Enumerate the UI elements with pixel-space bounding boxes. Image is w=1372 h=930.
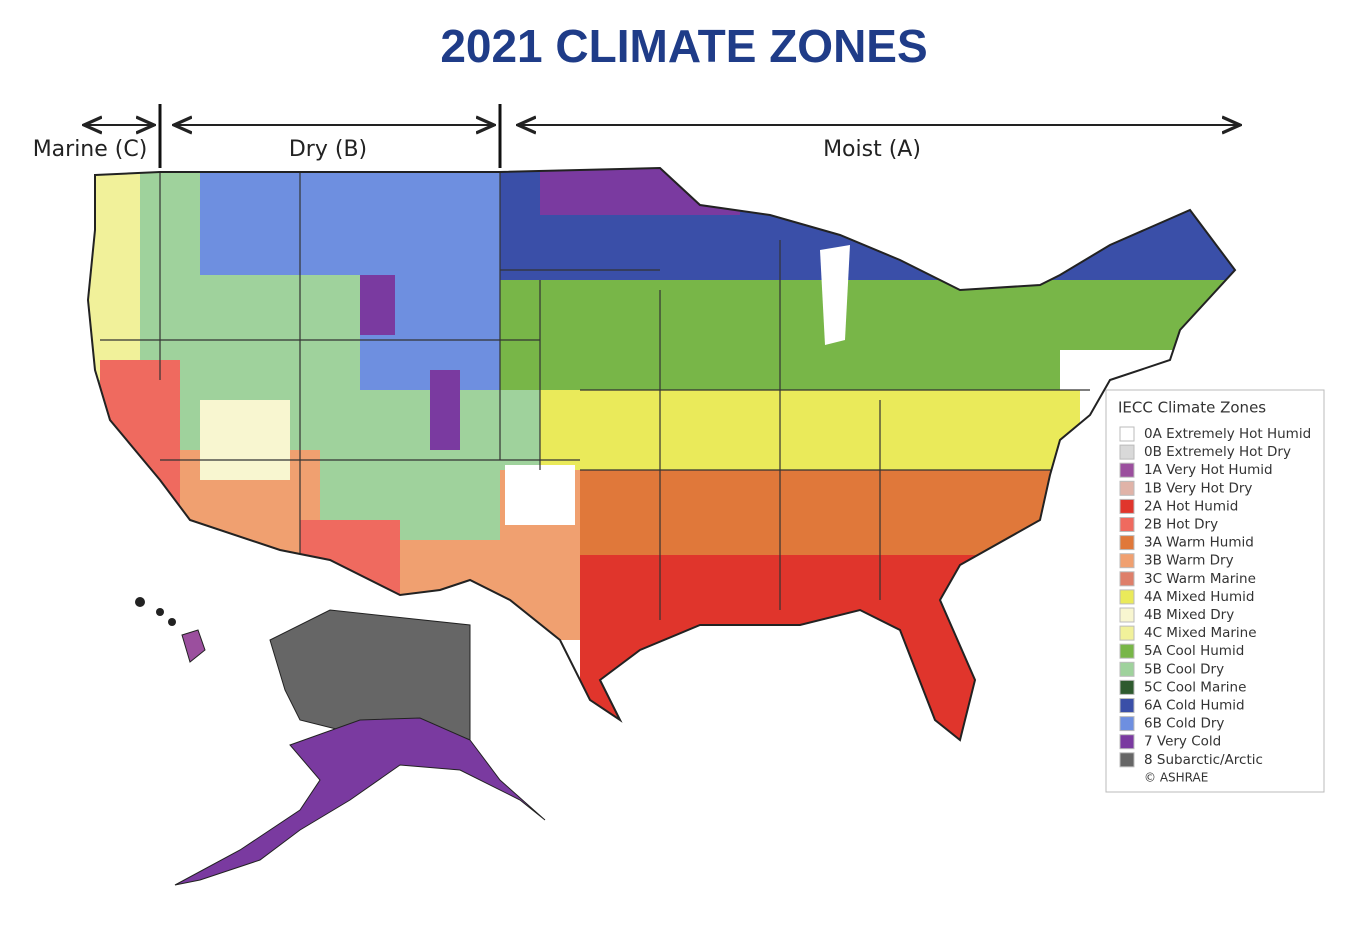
legend-label: 5B Cool Dry bbox=[1144, 661, 1224, 677]
legend-label: 6B Cold Dry bbox=[1144, 716, 1224, 732]
zone bbox=[580, 470, 1060, 560]
border bbox=[100, 172, 1090, 620]
alaska bbox=[174, 717, 546, 886]
legend-swatch bbox=[1119, 444, 1135, 460]
legend-label: 7 Very Cold bbox=[1144, 734, 1221, 750]
legend-label: 3A Warm Humid bbox=[1144, 535, 1254, 551]
legend-label: 3C Warm Marine bbox=[1144, 571, 1256, 587]
legend-label: 5C Cool Marine bbox=[1144, 679, 1246, 695]
legend-swatch bbox=[1119, 679, 1135, 695]
legend-label: 1A Very Hot Humid bbox=[1144, 462, 1273, 478]
legend-swatch bbox=[1119, 517, 1135, 532]
title: 2021 CLIMATE ZONES bbox=[440, 20, 927, 72]
legend-title: IECC Climate Zones bbox=[1118, 399, 1266, 417]
legend-label: 0A Extremely Hot Humid bbox=[1144, 426, 1311, 442]
legend-swatch bbox=[1119, 426, 1135, 442]
legend-label: 6A Cold Humid bbox=[1144, 698, 1245, 714]
zone bbox=[1000, 280, 1235, 350]
legend-label: 4B Mixed Dry bbox=[1144, 607, 1234, 623]
legend-label: 3B Warm Dry bbox=[1144, 553, 1234, 569]
lake bbox=[820, 245, 850, 345]
hawaii bbox=[181, 629, 206, 663]
legend-label: 2A Hot Humid bbox=[1144, 498, 1238, 514]
zone bbox=[540, 390, 1080, 470]
legend-swatch bbox=[1119, 661, 1135, 677]
legend-label: 4C Mixed Marine bbox=[1144, 625, 1257, 641]
legend-credit: © ASHRAE bbox=[1144, 770, 1208, 784]
legend-swatch bbox=[1119, 698, 1135, 713]
hawaii bbox=[156, 608, 164, 616]
legend-swatch bbox=[1119, 571, 1135, 587]
legend-swatch bbox=[1119, 752, 1135, 768]
legend-box bbox=[1105, 389, 1325, 793]
region-label: Dry (B) bbox=[289, 137, 367, 162]
map bbox=[88, 168, 1235, 740]
legend-label: 1B Very Hot Dry bbox=[1144, 480, 1252, 496]
zone bbox=[505, 465, 575, 525]
hawaii bbox=[168, 618, 176, 626]
legend-swatch bbox=[1119, 716, 1135, 732]
zone bbox=[430, 370, 460, 450]
hawaii bbox=[135, 597, 145, 607]
legend-swatch bbox=[1119, 643, 1135, 659]
legend-swatch bbox=[1119, 625, 1135, 641]
zone bbox=[360, 275, 395, 335]
legend-swatch bbox=[1119, 480, 1135, 496]
legend-label: 2B Hot Dry bbox=[1144, 517, 1218, 533]
region-label: Moist (A) bbox=[823, 137, 921, 162]
region-label: Marine (C) bbox=[33, 137, 148, 162]
legend-swatch bbox=[1119, 498, 1135, 514]
legend-label: 5A Cool Humid bbox=[1144, 643, 1244, 659]
zone bbox=[88, 170, 140, 380]
outline bbox=[86, 166, 1237, 742]
legend-label: 8 Subarctic/Arctic bbox=[1144, 752, 1263, 768]
legend-swatch bbox=[1119, 607, 1135, 623]
legend: 0A Extremely Hot Humid 0B Extremely Hot D… bbox=[1119, 426, 1311, 784]
legend-swatch bbox=[1119, 734, 1135, 750]
legend-label: 0B Extremely Hot Dry bbox=[1144, 444, 1291, 460]
zone bbox=[200, 400, 290, 480]
legend-swatch bbox=[1119, 589, 1135, 605]
legend-swatch bbox=[1119, 462, 1135, 478]
legend-swatch bbox=[1119, 553, 1135, 569]
zone bbox=[200, 168, 500, 275]
legend-swatch bbox=[1119, 535, 1135, 551]
legend-label: 4A Mixed Humid bbox=[1144, 589, 1254, 605]
